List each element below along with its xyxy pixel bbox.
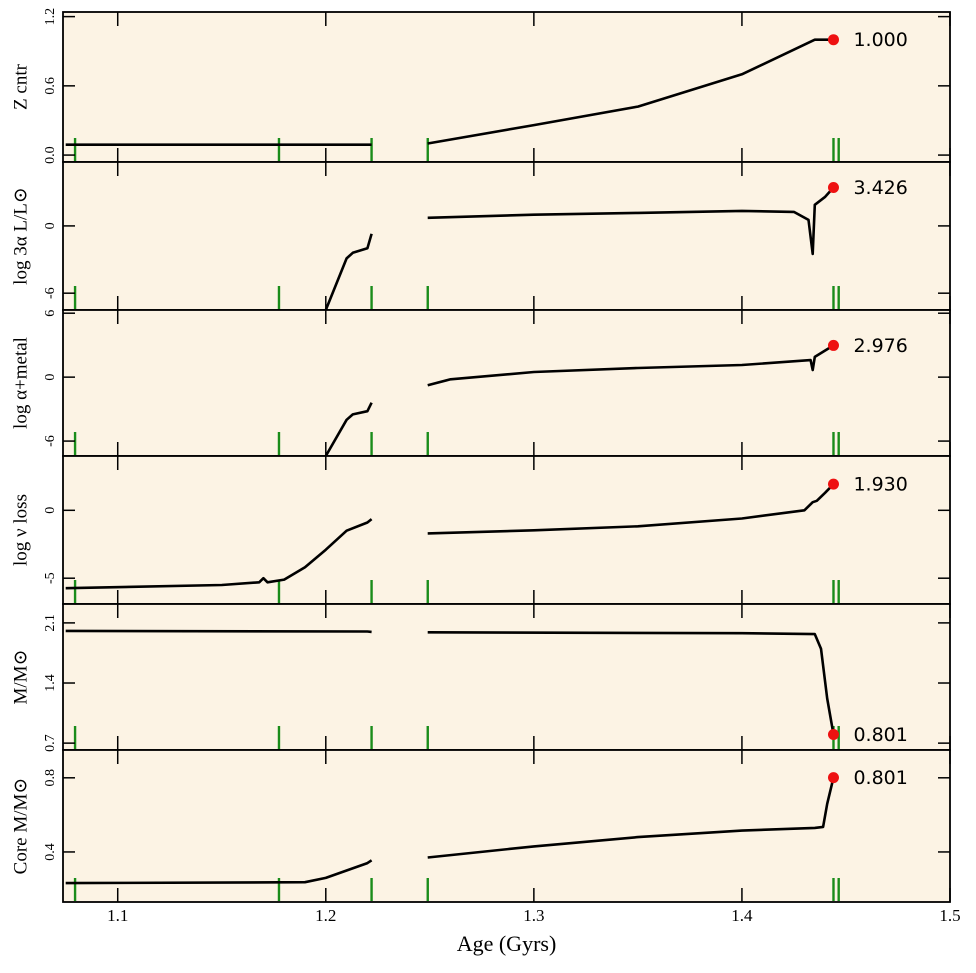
y-tick-label: 0 [43,222,58,229]
end-marker [827,181,839,193]
y-axis-label: log 3α L/L⊙ [10,187,31,285]
x-tick-label: 1.2 [315,906,336,925]
data-line [65,38,834,146]
data-line [324,344,835,456]
end-marker [827,772,839,784]
y-tick-label: 0.4 [43,843,58,861]
panel-background [63,310,950,456]
x-tick-label: 1.1 [107,906,128,925]
data-line [65,777,835,885]
y-tick-label: 1.2 [43,8,58,26]
y-tick-label: 0.0 [43,146,58,164]
x-axis-label: Age (Gyrs) [457,931,557,956]
value-label: 3.426 [853,177,907,199]
y-tick-label: 2.1 [43,614,58,632]
panel-background [63,750,950,902]
data-line [65,483,835,590]
y-tick-label: -6 [43,435,58,447]
data-line [324,186,835,310]
panel-background [63,162,950,310]
y-axis-label: log α+metal [10,337,31,429]
y-tick-label: 1.4 [43,674,58,692]
end-marker [827,478,839,490]
data-line [65,629,835,735]
y-axis-label: log ν loss [10,494,31,566]
y-tick-label: 6 [43,310,58,317]
y-axis-label: Z cntr [10,63,31,110]
y-axis-label: Core M/M⊙ [10,778,31,875]
value-label: 2.976 [853,335,907,357]
x-tick-label: 1.3 [523,906,544,925]
value-label: 0.801 [853,724,907,746]
x-tick-label: 1.4 [731,906,753,925]
y-tick-label: 0 [43,374,58,381]
y-tick-label: -5 [43,572,58,584]
x-tick-label: 1.5 [939,906,960,925]
panel-frame [62,749,951,903]
value-label: 0.801 [853,767,907,789]
y-tick-label: 0 [43,507,58,514]
y-tick-label: 0.7 [43,734,58,752]
panel-background [63,604,950,750]
value-label: 1.930 [853,474,907,496]
end-marker [827,34,839,46]
y-tick-label: 0.6 [43,77,58,95]
value-label: 1.000 [853,29,907,51]
end-marker [827,339,839,351]
end-marker [827,728,839,740]
y-tick-label: -6 [43,287,58,299]
panel-background [63,12,950,162]
y-tick-label: 0.8 [43,769,58,787]
y-axis-label: M/M⊙ [10,650,31,705]
